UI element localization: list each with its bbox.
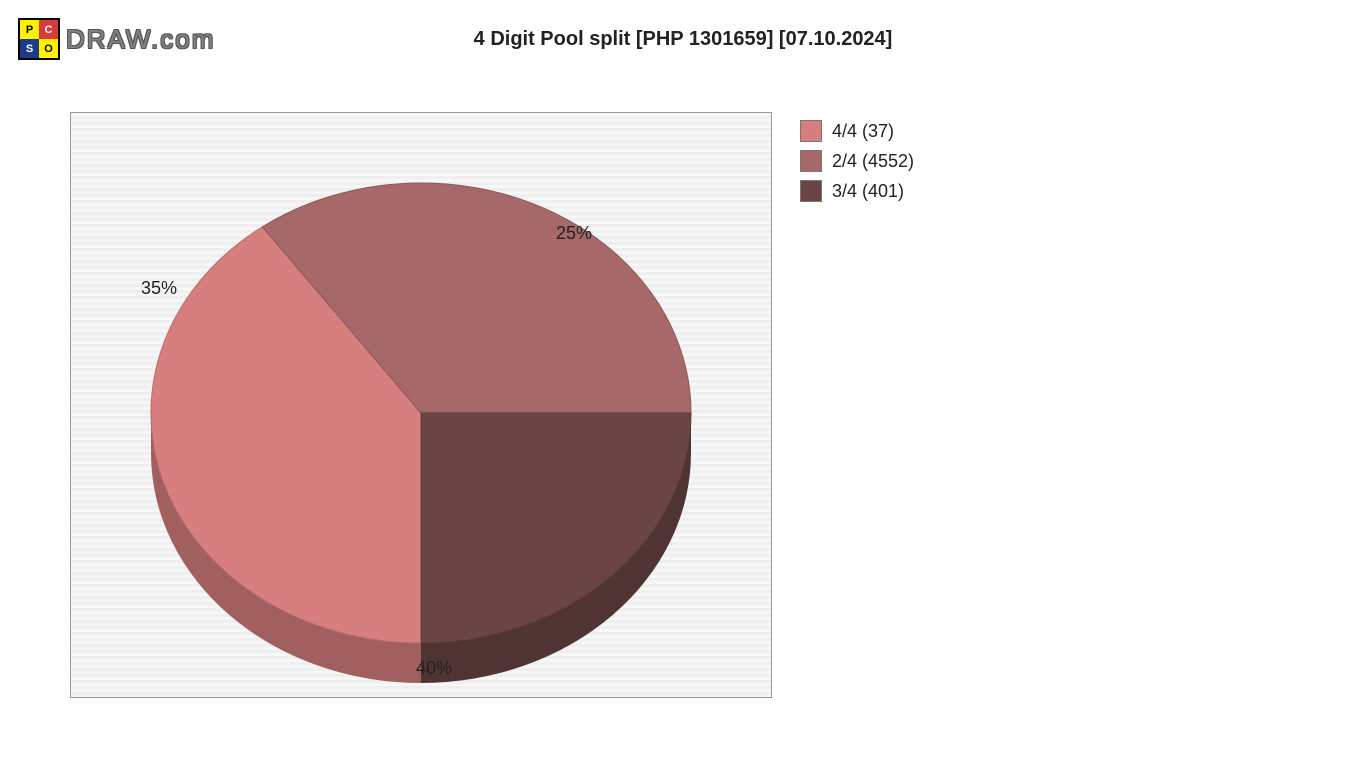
legend-item: 2/4 (4552) <box>800 150 914 172</box>
slice-pct-label: 35% <box>141 278 177 299</box>
pie-chart <box>71 113 771 697</box>
legend-label: 2/4 (4552) <box>832 151 914 172</box>
slice-pct-label: 40% <box>416 658 452 679</box>
legend-item: 3/4 (401) <box>800 180 914 202</box>
pie-slice <box>421 413 691 643</box>
legend-item: 4/4 (37) <box>800 120 914 142</box>
chart-page: { "logo": { "tiles": ["P","C","S","O"], … <box>0 0 1366 768</box>
plot-area: 40% 35% 25% <box>70 112 772 698</box>
legend-swatch <box>800 180 822 202</box>
legend-swatch <box>800 120 822 142</box>
legend-label: 4/4 (37) <box>832 121 894 142</box>
legend: 4/4 (37) 2/4 (4552) 3/4 (401) <box>800 120 914 210</box>
legend-label: 3/4 (401) <box>832 181 904 202</box>
chart-title: 4 Digit Pool split [PHP 1301659] [07.10.… <box>0 28 1366 51</box>
legend-swatch <box>800 150 822 172</box>
slice-pct-label: 25% <box>556 223 592 244</box>
